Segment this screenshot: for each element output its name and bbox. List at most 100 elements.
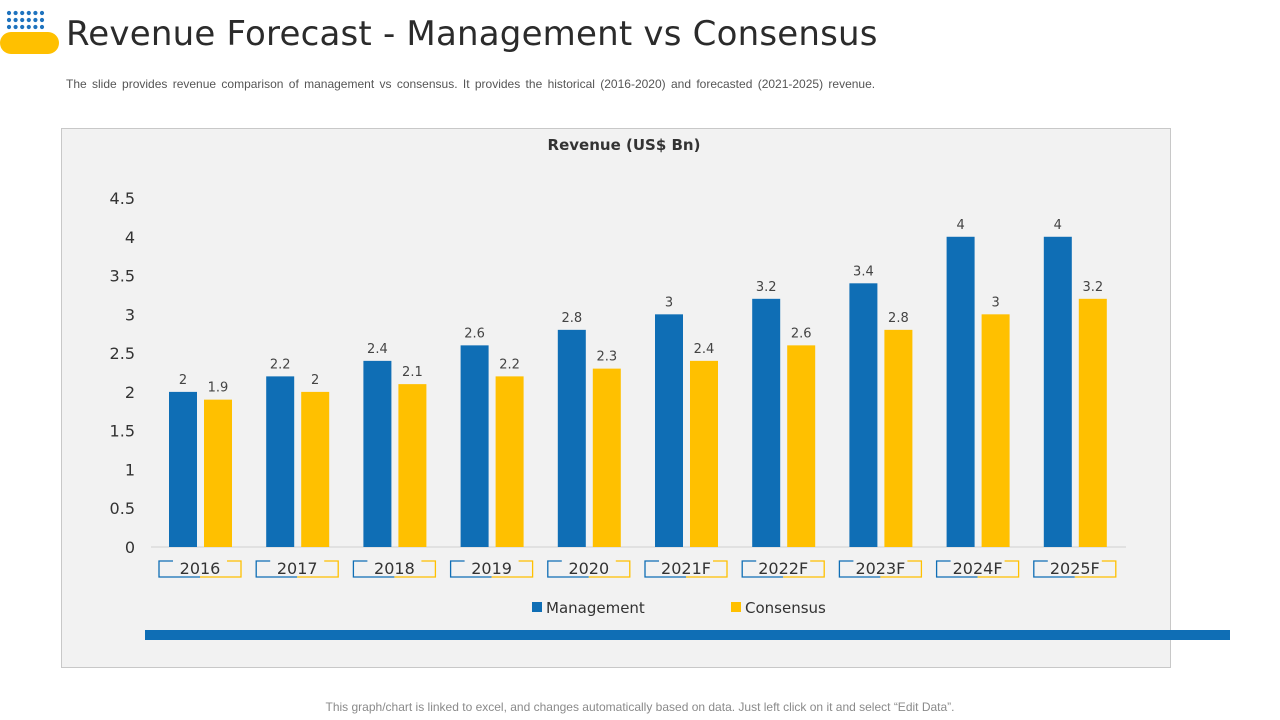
bar-management (1043, 236, 1072, 547)
bar-management (849, 283, 878, 547)
bar-management (557, 329, 586, 547)
category-bracket (394, 560, 437, 578)
logo-dot (13, 24, 18, 30)
x-tick-label: 2023F (855, 559, 905, 578)
data-label-management: 2.6 (464, 326, 485, 341)
page-subtitle: The slide provides revenue comparison of… (66, 77, 876, 91)
logo-dot (33, 24, 38, 30)
bars-group: 2 1.9 2.2 2 2.4 2.1 2.6 2.2 2.8 2.3 3 2.4 3.2 2.6 3.4 2… (169, 218, 1107, 547)
category-bracket (255, 560, 298, 578)
data-label-management: 4 (956, 218, 964, 233)
bar-consensus (592, 368, 621, 547)
y-tick-label: 3.5 (110, 267, 135, 286)
revenue-bar-chart: Revenue (US$ Bn) 0 0.5 1 1.5 2 2.5 3 3.5 4 4.5 2 1… (110, 136, 1126, 617)
legend-item[interactable]: Management (532, 599, 645, 617)
data-label-management: 3.4 (853, 264, 874, 279)
category-bracket (838, 560, 881, 578)
bar-management (266, 376, 295, 547)
logo-dot (20, 17, 25, 23)
logo-dot (20, 10, 25, 16)
y-tick-label: 1 (125, 460, 135, 479)
data-label-consensus: 2 (311, 373, 319, 388)
category-bracket (449, 560, 492, 578)
x-axis: 2016 2017 2018 2019 2020 2021F 2022F 2023F 2024F… (158, 559, 1117, 578)
logo-dot (33, 17, 38, 23)
data-label-management: 4 (1054, 218, 1062, 233)
legend-label: Management (546, 599, 645, 617)
x-tick-label: 2022F (758, 559, 808, 578)
x-tick-label: 2021F (661, 559, 711, 578)
data-label-management: 2.2 (270, 357, 291, 372)
x-tick-label: 2017 (277, 559, 318, 578)
accent-strip (145, 630, 1230, 640)
data-label-consensus: 2.4 (694, 342, 715, 357)
data-label-management: 2.4 (367, 342, 388, 357)
legend-item[interactable]: Consensus (731, 599, 826, 617)
bar-consensus (787, 345, 816, 547)
page-title: Revenue Forecast - Management vs Consens… (66, 14, 878, 54)
logo-dot (6, 24, 12, 30)
category-bracket (686, 560, 728, 578)
category-bracket (297, 560, 339, 578)
y-tick-label: 4.5 (110, 189, 135, 208)
logo-dot (33, 10, 38, 16)
bar-management (655, 314, 683, 547)
data-label-consensus: 3 (991, 295, 999, 310)
x-tick-label: 2020 (568, 559, 609, 578)
brand-logo (0, 8, 62, 56)
legend-swatch (532, 602, 542, 612)
category-bracket (935, 560, 978, 578)
category-bracket (158, 560, 200, 578)
logo-dot (13, 17, 18, 23)
bar-consensus (301, 391, 330, 547)
y-tick-label: 1.5 (110, 422, 135, 441)
data-label-management: 2.8 (561, 311, 582, 326)
category-bracket (783, 560, 825, 578)
bar-management (752, 298, 781, 547)
category-bracket (491, 560, 534, 578)
data-label-consensus: 2.2 (499, 357, 520, 372)
logo-dot (20, 24, 25, 30)
category-bracket (880, 560, 923, 578)
data-label-management: 2 (179, 373, 187, 388)
logo-dot (26, 17, 31, 23)
logo-dot (39, 17, 45, 23)
bar-management (363, 360, 392, 547)
data-label-consensus: 2.6 (791, 326, 812, 341)
data-label-consensus: 2.3 (596, 350, 617, 365)
bar-consensus (1078, 298, 1107, 547)
x-tick-label: 2016 (180, 559, 221, 578)
x-tick-label: 2024F (953, 559, 1003, 578)
chart-title: Revenue (US$ Bn) (548, 136, 701, 154)
bar-management (946, 236, 975, 547)
category-bracket (1074, 560, 1117, 578)
bar-consensus (398, 384, 427, 547)
legend-swatch (731, 602, 741, 612)
bar-consensus (981, 314, 1010, 547)
y-tick-label: 2.5 (110, 344, 135, 363)
chart-area[interactable]: Revenue (US$ Bn) 0 0.5 1 1.5 2 2.5 3 3.5 4 4.5 2 1… (61, 128, 1171, 668)
y-tick-label: 2 (125, 383, 135, 402)
data-label-consensus: 2.8 (888, 311, 909, 326)
category-bracket (547, 560, 589, 578)
y-tick-label: 0.5 (110, 499, 135, 518)
legend[interactable]: Management Consensus (532, 599, 826, 617)
data-label-consensus: 3.2 (1082, 280, 1103, 295)
y-axis: 0 0.5 1 1.5 2 2.5 3 3.5 4 4.5 (110, 189, 135, 557)
bar-consensus (204, 399, 232, 547)
category-bracket (741, 560, 784, 578)
category-bracket (977, 560, 1020, 578)
data-label-management: 3.2 (756, 280, 777, 295)
bar-consensus (495, 376, 524, 547)
data-label-consensus: 2.1 (402, 365, 423, 380)
x-tick-label: 2018 (374, 559, 415, 578)
logo-dot (6, 17, 12, 23)
category-bracket (352, 560, 395, 578)
category-bracket (1033, 560, 1075, 578)
data-label-consensus: 1.9 (208, 381, 229, 396)
y-tick-label: 0 (125, 538, 135, 557)
footer-note: This graph/chart is linked to excel, and… (325, 700, 955, 714)
legend-label: Consensus (745, 599, 826, 617)
logo-dot (6, 10, 12, 16)
bar-management (169, 391, 197, 547)
